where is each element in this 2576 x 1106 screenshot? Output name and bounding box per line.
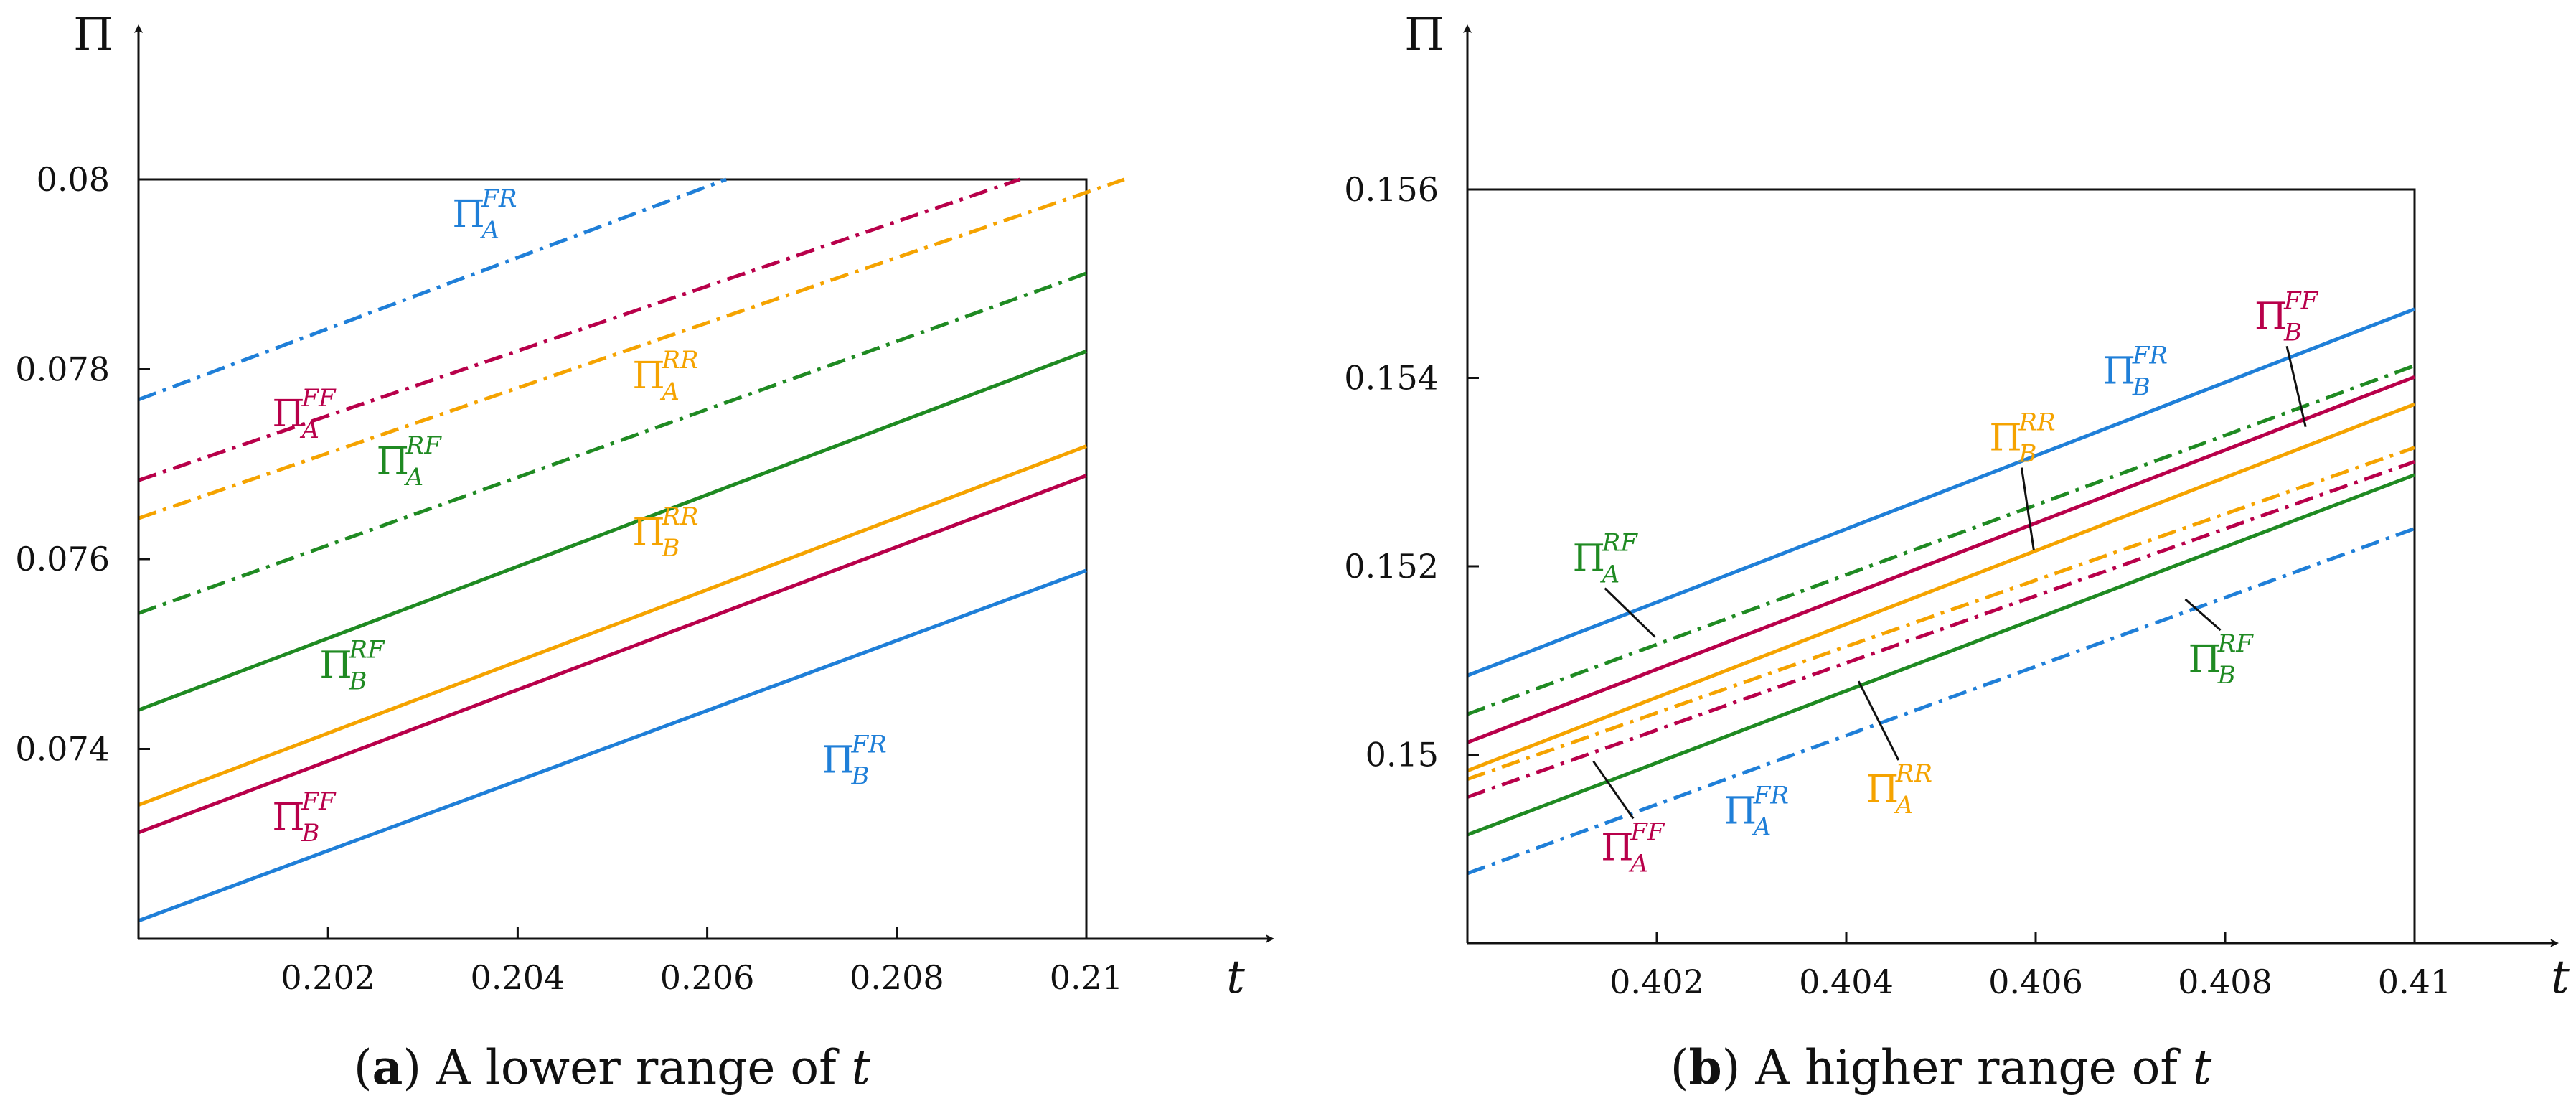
series-label-b-rr: Π <box>1989 417 2021 460</box>
series-label-subscript: B <box>2217 661 2236 690</box>
series-label-subscript: A <box>479 216 499 245</box>
series-line-b-rr-solid <box>1467 402 2415 773</box>
y-axis-label: Π <box>1404 9 1444 62</box>
series-label-subscript: B <box>2132 372 2150 401</box>
x-tick-label: 0.204 <box>471 958 565 997</box>
plot-frame <box>1467 188 2416 943</box>
series-line-b-fr-solid <box>138 568 1087 923</box>
series-label-superscript: RR <box>1895 759 1932 788</box>
series-line-a-ff-dashdot <box>138 177 1021 482</box>
series-line-a-fr-dashdot <box>138 177 727 402</box>
series-label-b-fr: Π <box>822 739 855 782</box>
series-label-subscript: B <box>348 667 367 695</box>
series-label-superscript: RR <box>661 502 698 531</box>
annotation-leader-line <box>1604 587 1656 638</box>
series-label-a-ff: Π <box>1601 827 1633 870</box>
series-label-a-fr: Π <box>452 193 484 236</box>
chart-higher-range: 0.402 0.404 0.406 0.408 0.41 0.15 0.152 0.154 0.… <box>1344 9 2570 1095</box>
y-tick-label: 0.15 <box>1365 736 1439 774</box>
series-label-subscript: A <box>659 378 680 406</box>
y-tick-label: 0.074 <box>15 730 110 769</box>
x-tick-label: 0.206 <box>660 958 755 997</box>
series-label-superscript: FF <box>2283 286 2319 315</box>
series-line-a-fr-dashdot <box>1467 527 2415 876</box>
annotation-leader-line <box>1592 760 1635 820</box>
series-label-superscript: FR <box>481 184 517 213</box>
series-line-b-rf-solid <box>138 350 1087 712</box>
series-label-b-fr: Π <box>2103 350 2135 393</box>
series-label-superscript: FR <box>1753 781 1789 810</box>
x-tick-label: 0.404 <box>1799 962 1894 1001</box>
series-label-superscript: RF <box>405 431 443 460</box>
series-label-superscript: FF <box>301 787 337 816</box>
series-line-b-ff-solid <box>1467 375 2415 744</box>
series-label-superscript: RR <box>661 346 698 375</box>
x-axis-label: t <box>1226 951 1245 1004</box>
series-label-a-ff: Π <box>272 393 304 436</box>
x-tick-label: 0.406 <box>1988 962 2083 1001</box>
series-label-subscript: A <box>1752 812 1772 841</box>
series-label-subscript: A <box>1600 561 1620 589</box>
x-tick-label: 0.402 <box>1609 962 1704 1001</box>
y-tick-label: 0.076 <box>15 540 110 578</box>
series-label-superscript: FF <box>1630 818 1665 847</box>
series-label-subscript: B <box>2018 440 2036 469</box>
series-line-a-rf-dashdot <box>138 271 1087 615</box>
chart-caption: (a) A lower range of t <box>354 1039 871 1095</box>
x-tick-label: 0.21 <box>1050 958 1123 997</box>
chart-caption: (b) A higher range of t <box>1670 1039 2212 1095</box>
series-label-subscript: B <box>2283 318 2302 347</box>
series-line-a-rf-dashdot <box>1467 364 2415 716</box>
y-axis-label: Π <box>73 9 113 62</box>
series-label-subscript: A <box>1628 850 1648 878</box>
y-tick-label: 0.154 <box>1344 359 1439 398</box>
series-line-b-rr-solid <box>138 444 1087 807</box>
annotation-leader-line <box>2184 598 2222 632</box>
series-label-superscript: RR <box>2018 408 2055 437</box>
series-label-subscript: B <box>661 534 680 563</box>
series-line-b-ff-solid <box>138 474 1087 835</box>
series-label-b-rf: Π <box>319 644 352 687</box>
series-line-a-rr-dashdot <box>1467 446 2415 781</box>
x-tick-label: 0.41 <box>2378 962 2451 1001</box>
series-label-superscript: FF <box>301 384 337 413</box>
annotation-leader-line <box>2285 345 2307 428</box>
series-label-subscript: A <box>404 463 424 492</box>
plot-frame <box>138 178 1088 939</box>
annotation-leader-line <box>1857 680 1900 761</box>
y-tick-label: 0.078 <box>15 350 110 389</box>
x-axis-label: t <box>2551 951 2570 1004</box>
series-label-superscript: RF <box>2217 629 2255 658</box>
y-tick-label: 0.08 <box>37 160 110 199</box>
series-label-subscript: B <box>851 762 870 791</box>
x-tick-label: 0.408 <box>2178 962 2272 1001</box>
annotation-leader-line <box>2020 467 2035 550</box>
series-label-b-ff: Π <box>2255 295 2287 338</box>
series-label-b-rf: Π <box>2189 638 2221 681</box>
series-label-superscript: RF <box>1602 529 1639 558</box>
chart-lower-range: 0.202 0.204 0.206 0.208 0.21 0.074 0.076 0.078 0… <box>15 9 1274 1095</box>
series-label-b-ff: Π <box>272 796 304 839</box>
series-label-a-rr: Π <box>1866 768 1899 811</box>
y-tick-label: 0.152 <box>1344 547 1439 586</box>
series-label-superscript: FR <box>2132 341 2168 370</box>
series-line-a-rr-dashdot <box>138 177 1125 520</box>
x-tick-label: 0.202 <box>281 958 375 997</box>
series-line-b-fr-solid <box>1467 307 2415 678</box>
x-tick-label: 0.208 <box>850 958 944 997</box>
series-label-a-rf: Π <box>377 440 409 483</box>
series-line-a-ff-dashdot <box>1467 459 2415 799</box>
series-label-superscript: RF <box>348 635 385 664</box>
series-label-a-rr: Π <box>632 355 664 398</box>
series-label-subscript: A <box>1894 791 1914 820</box>
series-label-subscript: A <box>299 416 319 444</box>
series-line-b-rf-solid <box>1467 473 2415 837</box>
series-label-a-rf: Π <box>1573 538 1605 581</box>
series-label-subscript: B <box>301 819 319 848</box>
series-label-superscript: FR <box>851 731 887 759</box>
series-label-a-fr: Π <box>1724 789 1757 833</box>
series-label-b-rr: Π <box>632 511 664 554</box>
y-tick-label: 0.156 <box>1344 170 1439 209</box>
